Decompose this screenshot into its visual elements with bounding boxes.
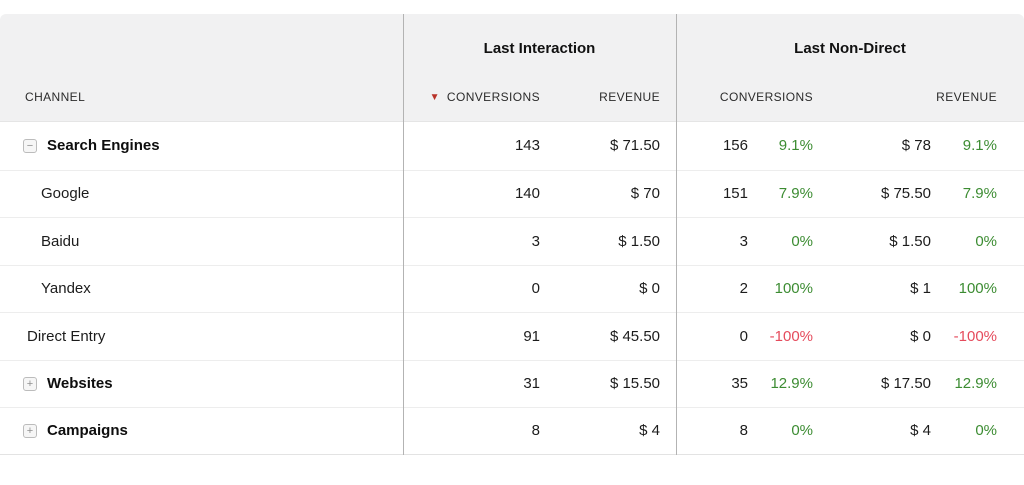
attribution-group-row: Last Interaction Last Non-Direct	[0, 14, 1024, 72]
channel-label: Campaigns	[47, 422, 128, 440]
lnd-conversions-value: 2	[739, 280, 748, 298]
li-revenue-value: $ 15.50	[609, 375, 660, 393]
lnd-conversions-delta: 0%	[791, 232, 813, 250]
table-row-direct-entry: Direct Entry 91 $ 45.50 0 -100% $ 0 -100…	[0, 312, 1024, 360]
channel-cell: + Websites	[0, 375, 403, 392]
expand-icon[interactable]: +	[23, 423, 37, 438]
li-revenue-value: $ 4	[639, 422, 660, 440]
lnd-revenue-value: $ 1.50	[889, 232, 931, 250]
expand-icon[interactable]: +	[23, 376, 37, 391]
li-revenue-value: $ 70	[630, 185, 660, 203]
li-conversions-value: 0	[531, 280, 540, 298]
li-conversions-value: 8	[531, 422, 540, 440]
li-revenue-value: $ 0	[639, 280, 660, 298]
lnd-conversions-value: 35	[731, 375, 748, 393]
channel-cell: Direct Entry	[0, 328, 403, 345]
lnd-conversions-delta: 12.9%	[770, 375, 813, 393]
channel-label: Baidu	[41, 232, 80, 250]
lnd-revenue-delta: 9.1%	[962, 137, 997, 155]
lnd-conversions-delta: 100%	[774, 280, 813, 298]
li-revenue-value: $ 71.50	[609, 137, 660, 155]
channel-cell: Baidu	[0, 233, 403, 250]
table-row-websites: + Websites 31 $ 15.50 35 12.9% $ 17.50 12…	[0, 359, 1024, 407]
table-row-search-engines: − Search Engines 143 $ 71.50 156 9.1% $ 7…	[0, 122, 1024, 170]
lnd-revenue-delta: 12.9%	[954, 375, 997, 393]
lnd-conversions-delta: 0%	[791, 422, 813, 440]
table-row-campaigns: + Campaigns 8 $ 4 8 0% $ 4 0%	[0, 407, 1024, 455]
lnd-revenue-value: $ 0	[910, 327, 931, 345]
lnd-revenue-delta: 0%	[975, 422, 997, 440]
lnd-revenue-delta: 0%	[975, 232, 997, 250]
channel-cell: Google	[0, 185, 403, 202]
attribution-comparison-table: Last Interaction Last Non-Direct CHANNEL…	[0, 14, 1024, 455]
lnd-conversions-delta: 7.9%	[778, 185, 813, 203]
li-revenue-value: $ 1.50	[618, 232, 660, 250]
column-header-li-conversions[interactable]: ▼ CONVERSIONS	[403, 90, 540, 104]
sort-desc-icon: ▼	[429, 91, 440, 103]
li-conversions-label: CONVERSIONS	[446, 89, 540, 104]
lnd-conversions-value: 8	[739, 422, 748, 440]
column-header-channel: CHANNEL	[25, 89, 86, 104]
table-body: − Search Engines 143 $ 71.50 156 9.1% $ 7…	[0, 122, 1024, 455]
lnd-conversions-value: 156	[722, 137, 748, 155]
lnd-revenue-value: $ 75.50	[880, 185, 931, 203]
table-header: Last Interaction Last Non-Direct CHANNEL…	[0, 14, 1024, 122]
lnd-conversions-value: 151	[722, 185, 748, 203]
channel-label: Yandex	[41, 280, 91, 298]
lnd-revenue-value: $ 4	[910, 422, 931, 440]
column-header-row: CHANNEL ▼ CONVERSIONS REVENUE CONVERSIONS…	[0, 72, 1024, 121]
li-conversions-value: 140	[514, 185, 540, 203]
channel-cell: Yandex	[0, 280, 403, 297]
lnd-revenue-delta: 100%	[958, 280, 997, 298]
column-header-lnd-revenue[interactable]: REVENUE	[936, 89, 997, 104]
column-header-lnd-conversions[interactable]: CONVERSIONS	[719, 89, 813, 104]
lnd-conversions-value: 3	[739, 232, 748, 250]
table-row-yandex: Yandex 0 $ 0 2 100% $ 1 100%	[0, 264, 1024, 312]
li-conversions-value: 31	[523, 375, 540, 393]
table-row-baidu: Baidu 3 $ 1.50 3 0% $ 1.50 0%	[0, 217, 1024, 265]
channel-cell: − Search Engines	[0, 137, 403, 154]
channel-label: Search Engines	[47, 137, 160, 155]
group-header-last-interaction: Last Interaction	[483, 39, 596, 57]
channel-cell: + Campaigns	[0, 422, 403, 439]
lnd-revenue-value: $ 1	[910, 280, 931, 298]
group-header-last-non-direct: Last Non-Direct	[794, 39, 906, 57]
li-conversions-value: 91	[523, 327, 540, 345]
lnd-conversions-delta: -100%	[769, 327, 813, 345]
li-conversions-value: 143	[514, 137, 540, 155]
channel-label: Direct Entry	[27, 327, 106, 345]
channel-label: Websites	[47, 375, 113, 393]
lnd-revenue-delta: 7.9%	[962, 185, 997, 203]
lnd-conversions-delta: 9.1%	[778, 137, 813, 155]
section-divider	[676, 14, 677, 455]
channel-group-spacer	[0, 38, 403, 48]
collapse-icon[interactable]: −	[23, 138, 37, 153]
lnd-revenue-value: $ 17.50	[880, 375, 931, 393]
column-header-li-revenue[interactable]: REVENUE	[599, 89, 660, 104]
lnd-revenue-value: $ 78	[901, 137, 931, 155]
lnd-conversions-value: 0	[739, 327, 748, 345]
li-conversions-value: 3	[531, 232, 540, 250]
section-divider	[403, 14, 404, 455]
li-revenue-value: $ 45.50	[609, 327, 660, 345]
channel-label: Google	[41, 185, 90, 203]
lnd-revenue-delta: -100%	[953, 327, 997, 345]
table-row-google: Google 140 $ 70 151 7.9% $ 75.50 7.9%	[0, 169, 1024, 217]
